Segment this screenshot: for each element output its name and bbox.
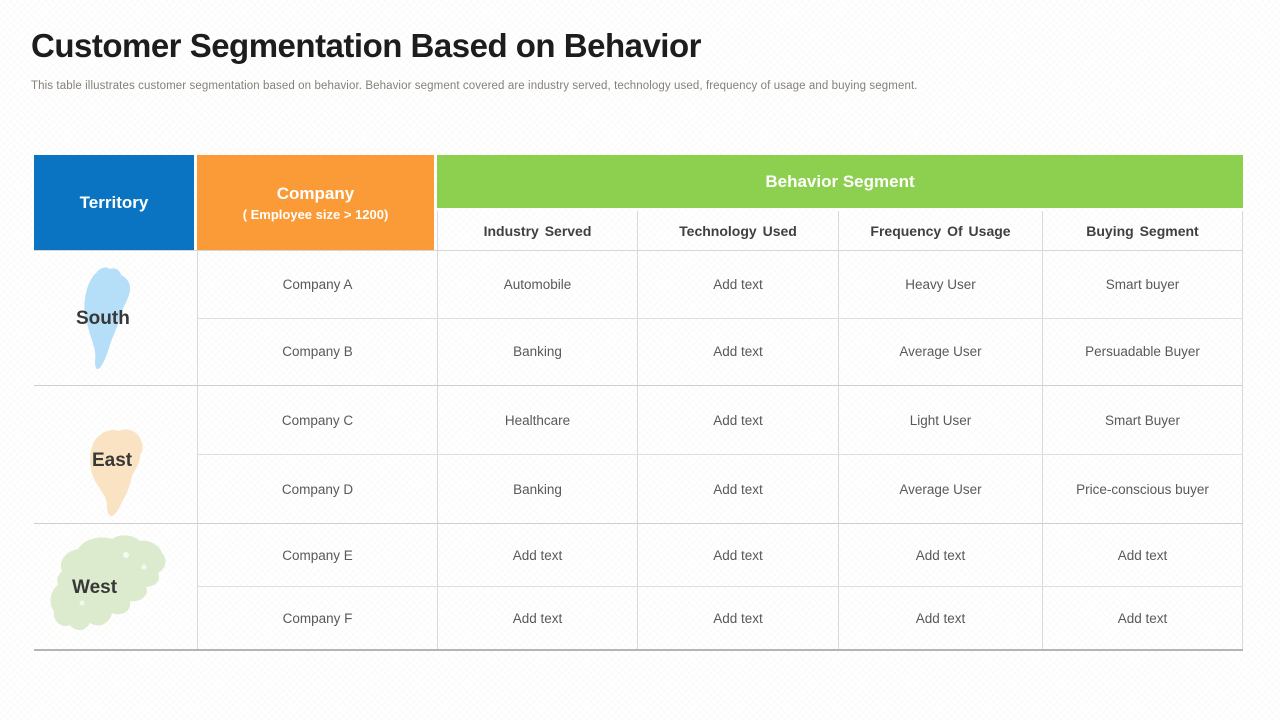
- territory-cell-west: West: [34, 524, 197, 649]
- table-body: South Company A Automobile Add text Heav…: [34, 250, 1243, 651]
- column-header-technology-used: Technology Used: [637, 211, 838, 250]
- territory-group-south: South Company A Automobile Add text Heav…: [34, 251, 1243, 385]
- column-header-frequency-of-usage: Frequency Of Usage: [838, 211, 1042, 250]
- cell-frequency: Average User: [838, 318, 1042, 385]
- west-rows: Company E Add text Add text Add text Add…: [197, 524, 1243, 649]
- territory-label-west: West: [72, 577, 118, 598]
- cell-industry-placeholder: Add text: [437, 587, 637, 649]
- table-row: Company D Banking Add text Average User …: [198, 454, 1243, 523]
- cell-company: Company C: [281, 412, 354, 428]
- cell-frequency-placeholder: Add text: [838, 524, 1042, 586]
- column-header-buying-segment: Buying Segment: [1042, 211, 1243, 250]
- cell-frequency: Heavy User: [838, 251, 1042, 318]
- south-america-map-icon: [84, 267, 131, 370]
- page-title: Customer Segmentation Based on Behavior: [31, 27, 701, 64]
- cell-buying: Smart Buyer: [1042, 386, 1243, 454]
- cell-frequency: Light User: [838, 386, 1042, 454]
- cell-technology-placeholder: Add text: [637, 587, 838, 649]
- cell-buying: Persuadable Buyer: [1042, 318, 1243, 385]
- cell-company: Company D: [281, 481, 354, 497]
- slide-subtitle: This table illustrates customer segmenta…: [31, 80, 918, 92]
- cell-buying: Smart buyer: [1042, 251, 1243, 318]
- table-row: Company B Banking Add text Average User …: [198, 317, 1243, 385]
- cell-industry: Banking: [437, 455, 637, 523]
- cell-industry-placeholder: Add text: [437, 524, 637, 586]
- cell-company: Company B: [282, 344, 353, 360]
- behavior-subheader-row: Industry Served Technology Used Frequenc…: [437, 211, 1243, 250]
- table-row: Company C Healthcare Add text Light User…: [198, 386, 1243, 454]
- africa-map-icon: [90, 429, 143, 517]
- company-header: Company ( Employee size > 1200): [197, 155, 434, 250]
- company-header-title: Company: [276, 183, 355, 203]
- cell-industry: Banking: [437, 318, 637, 385]
- segmentation-table: Territory Company ( Employee size > 1200…: [34, 155, 1243, 651]
- cell-technology-placeholder: Add text: [637, 524, 838, 586]
- south-rows: Company A Automobile Add text Heavy User…: [197, 251, 1243, 385]
- territory-label-east: East: [92, 450, 133, 471]
- cell-company: Company F: [282, 610, 353, 626]
- table-row: Company A Automobile Add text Heavy User…: [198, 251, 1243, 318]
- territory-label-south: South: [76, 308, 130, 329]
- cell-frequency-placeholder: Add text: [838, 587, 1042, 649]
- behavior-segment-header-group: Behavior Segment Industry Served Technol…: [437, 155, 1243, 250]
- cell-technology-placeholder: Add text: [637, 251, 838, 318]
- north-america-map-icon: [50, 535, 166, 631]
- cell-industry: Automobile: [437, 251, 637, 318]
- cell-technology-placeholder: Add text: [637, 455, 838, 523]
- table-row: Company E Add text Add text Add text Add…: [198, 524, 1243, 586]
- table-header-row: Territory Company ( Employee size > 1200…: [34, 155, 1243, 250]
- territory-cell-east: East: [34, 386, 197, 523]
- table-row: Company F Add text Add text Add text Add…: [198, 586, 1243, 649]
- cell-frequency: Average User: [838, 455, 1042, 523]
- cell-industry: Healthcare: [437, 386, 637, 454]
- territory-group-west: West Company E Add text Add text Add tex…: [34, 523, 1243, 649]
- east-rows: Company C Healthcare Add text Light User…: [197, 386, 1243, 523]
- cell-buying: Price-conscious buyer: [1042, 455, 1243, 523]
- territory-header: Territory: [34, 155, 194, 250]
- cell-company: Company A: [282, 276, 353, 292]
- territory-cell-south: South: [34, 251, 197, 385]
- cell-technology-placeholder: Add text: [637, 318, 838, 385]
- column-header-industry-served: Industry Served: [437, 211, 637, 250]
- territory-group-east: East Company C Healthcare Add text Light…: [34, 385, 1243, 523]
- cell-buying-placeholder: Add text: [1042, 524, 1243, 586]
- cell-technology-placeholder: Add text: [637, 386, 838, 454]
- cell-buying-placeholder: Add text: [1042, 587, 1243, 649]
- behavior-segment-header: Behavior Segment: [437, 155, 1243, 208]
- cell-company: Company E: [282, 547, 353, 563]
- company-header-subtitle: ( Employee size > 1200): [242, 206, 389, 222]
